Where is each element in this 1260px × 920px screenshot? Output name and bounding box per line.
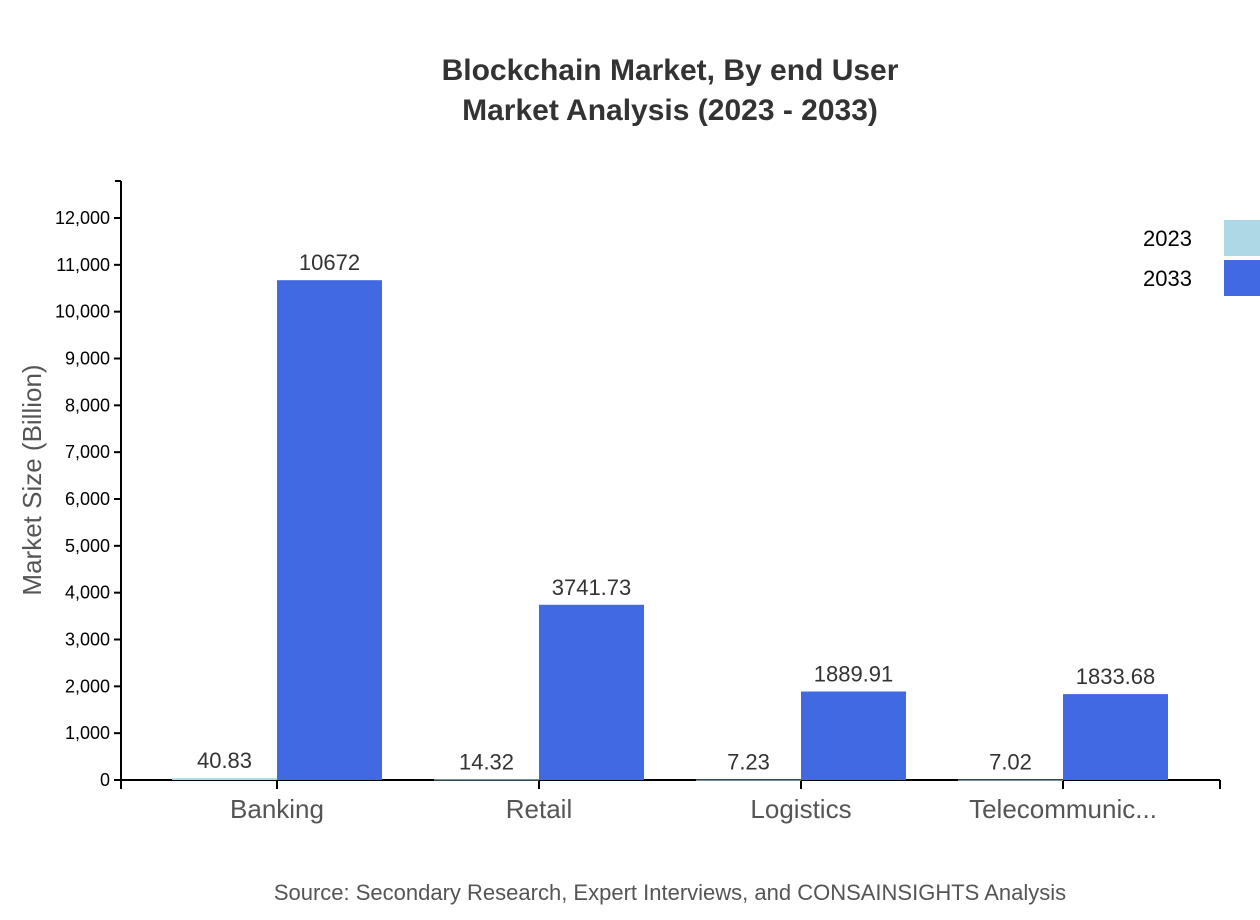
y-tick-label: 0 [100,770,110,790]
legend-swatch-2033 [1224,260,1260,296]
y-tick-label: 2,000 [65,676,110,696]
x-tick-label: Logistics [750,794,851,824]
data-label-2033: 1833.68 [1076,664,1156,689]
y-axis-label: Market Size (Billion) [17,364,47,595]
data-label-2023: 40.83 [197,748,252,773]
data-label-2033: 1889.91 [814,661,894,686]
x-tick-label: Telecommunic... [969,794,1157,824]
y-tick-label: 11,000 [56,255,110,275]
y-tick-label: 8,000 [65,395,110,415]
chart-title-line-2: Market Analysis (2023 - 2033) [462,94,878,127]
x-tick-label: Banking [230,794,324,824]
bar-2023 [172,778,277,780]
legend-label-2033: 2033 [1143,266,1192,291]
y-tick-label: 12,000 [55,208,110,228]
data-label-2023: 7.23 [727,750,770,775]
y-tick-label: 7,000 [65,442,110,462]
data-label-2033: 10672 [299,250,360,275]
bar-2033 [1063,694,1168,780]
chart-title-line-1: Blockchain Market, By end User [442,54,899,87]
y-tick-label: 9,000 [65,349,110,369]
y-tick-label: 10,000 [55,302,110,322]
source-note: Source: Secondary Research, Expert Inter… [274,880,1066,905]
bar-2033 [801,691,906,780]
y-tick-label: 6,000 [65,489,110,509]
bar-2023 [434,779,539,781]
y-tick-label: 3,000 [65,630,110,650]
y-tick-label: 1,000 [65,723,110,743]
bar-2023 [958,779,1063,781]
data-label-2023: 7.02 [989,750,1032,775]
y-tick-label: 5,000 [65,536,110,556]
bar-2033 [277,280,382,780]
bar-2023 [696,779,801,781]
x-tick-label: Retail [506,794,572,824]
legend-label-2023: 2023 [1143,226,1192,251]
y-tick-label: 4,000 [65,583,110,603]
bar-2033 [539,604,644,780]
data-label-2033: 3741.73 [552,575,632,600]
data-label-2023: 14.32 [459,749,514,774]
legend-swatch-2023 [1224,220,1260,256]
